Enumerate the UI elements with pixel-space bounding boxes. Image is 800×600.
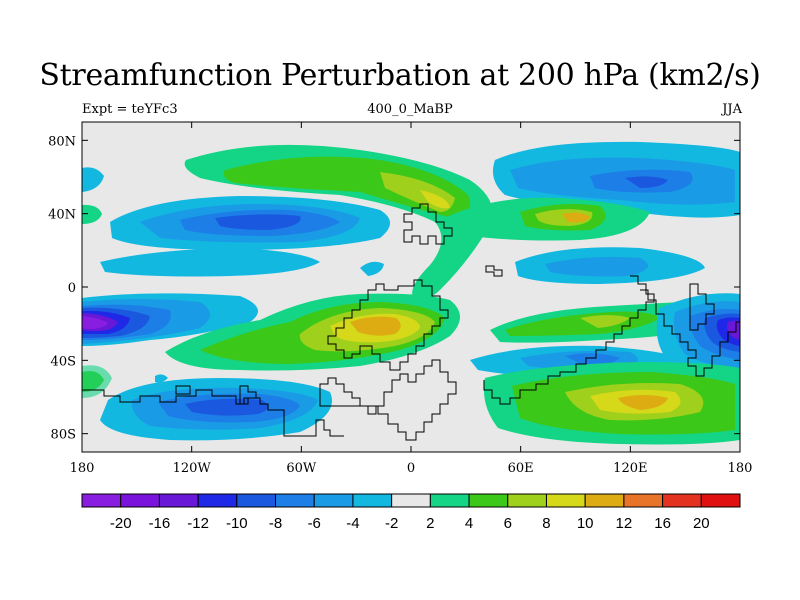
chart-title: Streamfunction Perturbation at 200 hPa (… [39, 58, 761, 93]
colorbar-label: 12 [616, 515, 633, 532]
colorbar-box [468, 493, 509, 508]
contour-fill [625, 176, 668, 188]
colorbar-label: -6 [308, 515, 321, 532]
colorbar-label: 16 [654, 515, 671, 532]
colorbar-box [197, 493, 238, 508]
y-tick-label: 0 [68, 281, 76, 296]
colorbar-box [120, 493, 160, 508]
x-tick-label: 180 [728, 461, 753, 476]
colorbar-box [662, 493, 702, 508]
y-tick-label: 40S [51, 354, 76, 369]
colorbar-label: 20 [693, 515, 710, 532]
coastline-australia [689, 283, 715, 331]
colorbar-label: -8 [269, 515, 282, 532]
x-tick-label: 120E [613, 461, 647, 476]
colorbar-label: -10 [226, 515, 248, 532]
y-axis: 80N 40N 0 40S 80S [48, 134, 740, 443]
y-tick-label: 80N [48, 134, 76, 149]
x-axis: 180 120W 60W 0 60E 120E 180 [70, 122, 753, 476]
colorbar-box [623, 493, 664, 508]
colorbar-box [275, 493, 315, 508]
coastline-small [175, 385, 191, 395]
coastline-africa-europe [403, 203, 453, 245]
contour-fill [545, 256, 648, 277]
contour-fill [223, 156, 471, 220]
colorbar-label: -20 [110, 515, 132, 532]
colorbar-label: 8 [542, 515, 550, 532]
colorbar-box [584, 493, 625, 508]
x-tick-label: 180 [70, 461, 95, 476]
colorbar-box [236, 493, 277, 508]
x-tick-label: 60W [286, 461, 317, 476]
colorbar-label: 6 [504, 515, 512, 532]
contour-fill [185, 398, 269, 416]
y-tick-label: 40N [48, 208, 76, 223]
colorbar: -20 -16 -12 -10 -8 -6 -4 -2 2 4 6 8 10 12 16 20 [81, 493, 741, 532]
colorbar-label: -4 [346, 515, 359, 532]
coastline-pacific-islands [640, 289, 740, 377]
coastline-southamerica [319, 359, 457, 441]
colorbar-label: -2 [385, 515, 398, 532]
colorbar-box [81, 493, 122, 508]
x-tick-label: 120W [173, 461, 212, 476]
coastlines [82, 203, 740, 441]
contour-fill [565, 353, 620, 366]
contour-fills [82, 141, 740, 445]
colorbar-label: 4 [465, 515, 473, 532]
contour-fill [580, 315, 630, 328]
colorbar-box [545, 493, 586, 508]
period-label: 400_0_MaBP [367, 102, 453, 117]
contour-fill [726, 320, 740, 340]
contour-fill [215, 214, 301, 230]
colorbar-box [391, 493, 431, 508]
contour-fill [82, 167, 104, 192]
coastline-africa [327, 279, 449, 371]
colorbar-box [700, 493, 741, 508]
colorbar-box [352, 493, 393, 508]
y-tick-label: 80S [51, 428, 76, 443]
colorbar-box [429, 493, 470, 508]
colorbar-box [313, 493, 354, 508]
contour-fill [562, 212, 590, 223]
contour-fill [350, 316, 401, 336]
coastline-america-west [239, 385, 257, 405]
coastline-asia [485, 265, 503, 277]
contour-fill [82, 204, 102, 224]
contour-fill [82, 316, 108, 329]
contour-fill [360, 261, 384, 276]
colorbar-label: 10 [577, 515, 594, 532]
season-label: JJA [722, 102, 742, 117]
contour-fill [618, 395, 668, 410]
colorbar-box [158, 493, 199, 508]
coastline-antarctica [82, 389, 344, 437]
colorbar-label: -12 [187, 515, 209, 532]
colorbar-box [507, 493, 547, 508]
x-tick-label: 0 [407, 461, 415, 476]
coastline-asia-east [483, 275, 655, 405]
contour-fill [420, 190, 450, 209]
colorbar-label: 2 [426, 515, 434, 532]
contour-fill [155, 374, 168, 383]
contour-fill [100, 248, 320, 277]
x-tick-label: 60E [508, 461, 534, 476]
colorbar-label: -16 [149, 515, 171, 532]
experiment-label: Expt = teYFc3 [82, 102, 178, 117]
